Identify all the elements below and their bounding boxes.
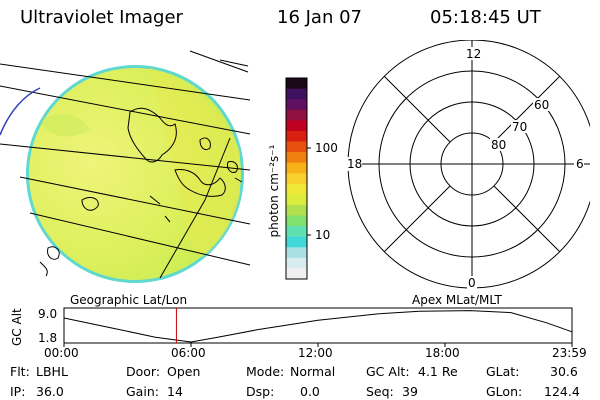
colorbar-cell: [286, 162, 307, 174]
colorbar-cell: [286, 152, 307, 164]
globe-label: Geographic Lat/Lon: [70, 293, 188, 307]
colorbar-cell: [286, 236, 307, 248]
gc-alt-value: 4.1 Re: [418, 364, 458, 379]
date-label: 16 Jan 07: [277, 7, 362, 28]
seq-label: Seq:: [366, 384, 394, 399]
colorbar-cell: [286, 173, 307, 185]
seq-value: 39: [402, 384, 418, 399]
mode-label: Mode:: [246, 364, 285, 379]
glon-value: 124.4: [544, 384, 580, 399]
glon-label: GLon:: [486, 384, 523, 399]
gain-label: Gain:: [126, 384, 159, 399]
colorbar-tick-10: 10: [315, 228, 331, 242]
door-label: Door:: [126, 364, 161, 379]
alt-x-tick-0: 00:00: [44, 346, 79, 360]
colorbar-cell: [286, 247, 307, 259]
door-value: Open: [167, 364, 201, 379]
colorbar-cell: [286, 120, 307, 132]
mlat-label-70: 70: [512, 120, 527, 134]
gc-alt-label: GC Alt:: [366, 364, 410, 379]
altitude-plot: 9.0 1.8 GC Alt: [10, 307, 573, 347]
alt-x-tick-1: 06:00: [171, 346, 206, 360]
colorbar-cell: [286, 109, 307, 121]
colorbar-tick-100: 100: [315, 141, 338, 155]
alt-x-tick-2: 12:00: [298, 346, 333, 360]
polar-plot: 12 18 6 0 80 70 60: [346, 40, 590, 290]
alt-tick-high: 9.0: [38, 307, 57, 321]
alt-axis-label: GC Alt: [10, 308, 24, 346]
dsp-value: 0.0: [300, 384, 320, 399]
colorbar-cell: [286, 215, 307, 227]
mlt-label-18: 18: [347, 157, 362, 171]
ip-label: IP:: [10, 384, 26, 399]
colorbar-unit: photon cm⁻²s⁻¹: [267, 144, 281, 238]
colorbar-cell: [286, 183, 307, 195]
dsp-label: Dsp:: [246, 384, 275, 399]
instrument-title: Ultraviolet Imager: [20, 7, 183, 28]
alt-tick-low: 1.8: [38, 331, 57, 345]
colorbar-cell: [286, 88, 307, 100]
latlon-grid: [0, 50, 251, 279]
ip-value: 36.0: [36, 384, 64, 399]
filter-value: LBHL: [36, 364, 68, 379]
polar-label: Apex MLat/MLT: [412, 293, 502, 307]
altitude-curve: [63, 310, 573, 343]
mlat-label-60: 60: [534, 98, 549, 112]
colorbar-cell: [286, 257, 307, 270]
globe-view: [0, 50, 251, 283]
mlt-label-0: 0: [468, 276, 476, 290]
colorbar-cell: [286, 204, 307, 217]
glat-label: GLat:: [486, 364, 520, 379]
colorbar-cell: [286, 130, 307, 143]
colorbar-cell: [286, 78, 307, 90]
gain-value: 14: [167, 384, 183, 399]
alt-x-tick-3: 18:00: [425, 346, 460, 360]
colorbar-cell: [286, 268, 307, 280]
mlat-label-80: 80: [491, 138, 506, 152]
mlt-label-12: 12: [466, 47, 481, 61]
time-label: 05:18:45 UT: [430, 7, 541, 28]
colorbar-cell: [286, 99, 307, 111]
color-bar: [285, 77, 311, 280]
mlt-label-6: 6: [576, 157, 584, 171]
colorbar-cell: [286, 141, 307, 153]
mode-value: Normal: [290, 364, 336, 379]
glat-value: 30.6: [550, 364, 578, 379]
alt-x-tick-4: 23:59: [552, 346, 587, 360]
filter-label: Flt:: [10, 364, 30, 379]
colorbar-cell: [286, 226, 307, 238]
colorbar-cell: [286, 194, 307, 206]
coastlines: [39, 107, 243, 277]
